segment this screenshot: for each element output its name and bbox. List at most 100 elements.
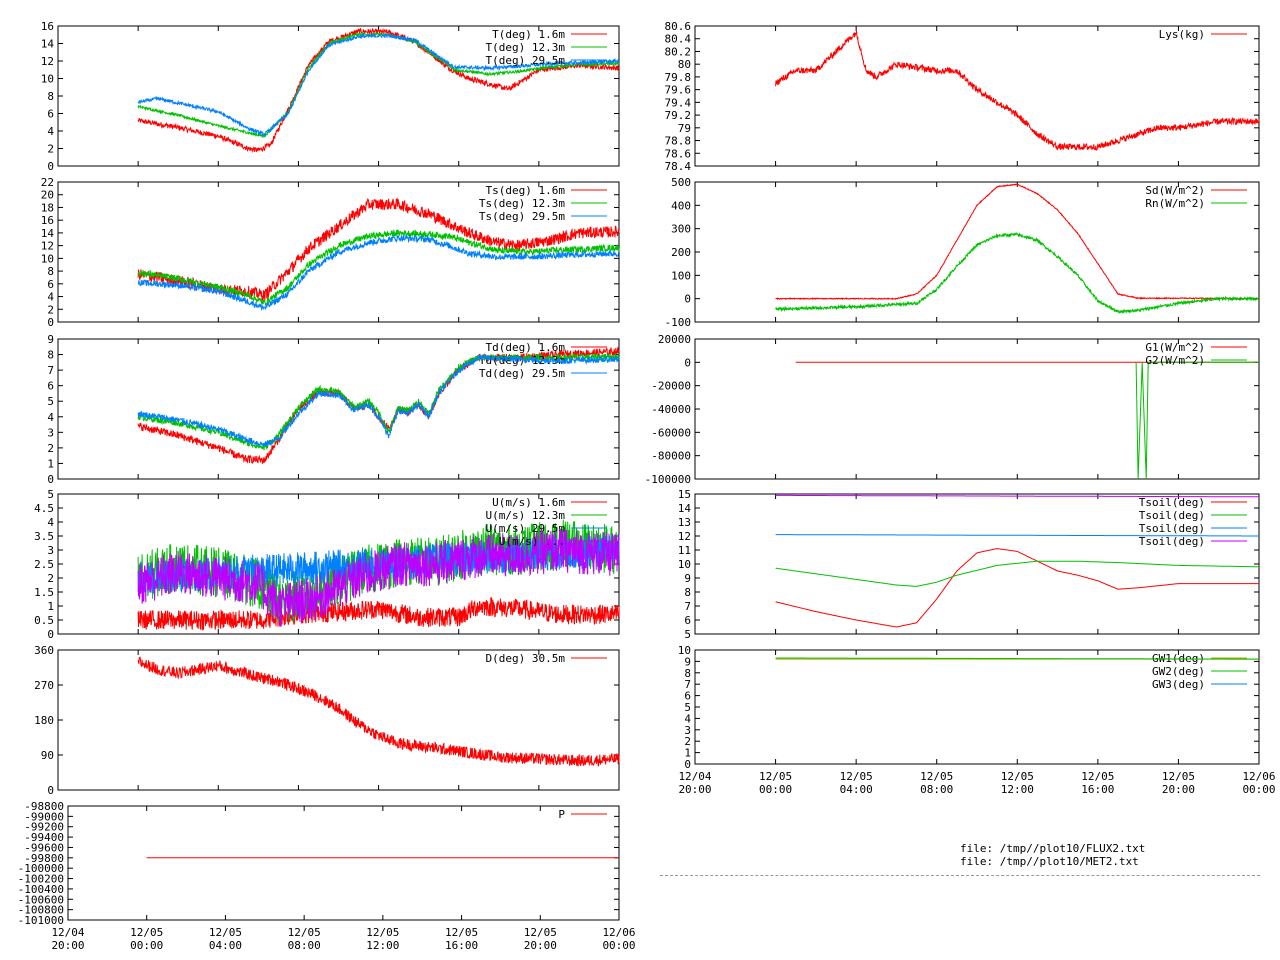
series-line-tsoil-2: [775, 534, 1259, 537]
series-line-td-1: [137, 352, 620, 451]
y-tick-label: 7: [684, 600, 691, 613]
y-tick-label: 360: [34, 644, 54, 657]
legend-label: Rn(W/m^2): [1145, 197, 1205, 210]
legend-label: Ts(deg) 12.3m: [479, 197, 565, 210]
file-line-flux: file: /tmp//plot10/FLUX2.txt: [960, 842, 1146, 855]
x-tick-label: 16:00: [445, 939, 478, 952]
legend-label: Tsoil(deg): [1139, 535, 1205, 548]
y-tick-label: 10: [678, 644, 691, 657]
y-tick-label: -100800: [18, 904, 64, 917]
x-tick-label: 16:00: [1081, 783, 1114, 796]
y-tick-label: 10: [678, 558, 691, 571]
y-tick-label: 3.5: [34, 530, 54, 543]
x-tick-label: 12:00: [1001, 783, 1034, 796]
y-tick-label: 1: [684, 747, 691, 760]
x-tick-label: 12/06: [1242, 770, 1275, 783]
y-tick-label: 16: [41, 20, 54, 33]
y-tick-label: 300: [671, 223, 691, 236]
legend-label: GW3(deg): [1152, 678, 1205, 691]
y-tick-label: -99400: [24, 831, 64, 844]
legend-label: G2(W/m^2): [1145, 354, 1205, 367]
y-tick-label: 2.5: [34, 558, 54, 571]
y-tick-label: 4: [47, 516, 54, 529]
y-tick-label: 10: [41, 73, 54, 86]
series-line-rad-1: [775, 232, 1260, 315]
y-tick-label: 79.8: [665, 71, 692, 84]
x-tick-label: 12:00: [366, 939, 399, 952]
y-tick-label: 180: [34, 714, 54, 727]
legend-label: Lys(kg): [1159, 28, 1205, 41]
y-tick-label: 4.5: [34, 502, 54, 515]
series-line-lys-0: [775, 31, 1260, 151]
x-tick-label: 12/05: [366, 926, 399, 939]
y-tick-label: 12: [41, 240, 54, 253]
x-tick-label: 04:00: [209, 939, 242, 952]
separator-dashed: [660, 875, 1260, 876]
series-line-tsoil-0: [775, 548, 1259, 628]
y-tick-label: 20000: [658, 333, 691, 346]
legend-label: T(deg) 1.6m: [492, 28, 565, 41]
y-tick-label: 0: [47, 628, 54, 641]
y-tick-label: -100: [665, 316, 692, 329]
series-line-u-3: [137, 528, 620, 627]
y-tick-label: 80.6: [665, 20, 692, 33]
series-line-ts-2: [137, 234, 620, 311]
y-tick-label: 2: [47, 572, 54, 585]
y-tick-label: -99600: [24, 841, 64, 854]
x-tick-label: 12/05: [759, 770, 792, 783]
x-tick-label: 12/05: [524, 926, 557, 939]
y-tick-label: 78.8: [665, 135, 692, 148]
y-tick-label: -101000: [18, 914, 64, 927]
y-tick-label: 6: [684, 690, 691, 703]
plot-frame-p: [67, 805, 620, 921]
plot-frame-gw: [694, 649, 1260, 765]
y-tick-label: 3: [47, 544, 54, 557]
y-tick-label: 90: [41, 749, 54, 762]
y-tick-label: 4: [684, 712, 691, 725]
y-tick-label: 18: [41, 201, 54, 214]
y-tick-label: 79.6: [665, 84, 692, 97]
series-line-rad-0: [775, 183, 1260, 301]
x-tick-label: 20:00: [1162, 783, 1195, 796]
y-tick-label: 7: [47, 364, 54, 377]
legend-label: D(deg) 30.5m: [486, 652, 566, 665]
y-tick-label: 4: [47, 291, 54, 304]
x-tick-label: 12/05: [920, 770, 953, 783]
legend-label: G1(W/m^2): [1145, 341, 1205, 354]
y-tick-label: 2: [47, 143, 54, 156]
y-tick-label: -60000: [651, 426, 691, 439]
file-info: file: /tmp//plot10/FLUX2.txt file: /tmp/…: [960, 842, 1145, 868]
x-tick-label: 00:00: [602, 939, 635, 952]
y-tick-label: 3: [47, 426, 54, 439]
legend-label: Tsoil(deg): [1139, 509, 1205, 522]
x-tick-label: 00:00: [130, 939, 163, 952]
y-tick-label: 80.2: [665, 45, 692, 58]
y-tick-label: 5: [684, 628, 691, 641]
y-tick-label: 79.2: [665, 109, 692, 122]
legend-label: P: [558, 808, 565, 821]
y-tick-label: -20000: [651, 380, 691, 393]
y-tick-label: 11: [678, 544, 691, 557]
y-tick-label: -99200: [24, 821, 64, 834]
y-tick-label: 79.4: [665, 96, 692, 109]
series-line-tsoil-1: [775, 560, 1259, 587]
y-tick-label: 14: [678, 502, 692, 515]
y-tick-label: -99800: [24, 852, 64, 865]
y-tick-label: 13: [678, 516, 691, 529]
series-line-t-0: [137, 27, 620, 154]
legend-label: T(deg) 29.5m: [486, 54, 566, 67]
y-tick-label: 4: [47, 411, 54, 424]
y-tick-label: 8: [47, 90, 54, 103]
x-tick-label: 08:00: [288, 939, 321, 952]
x-tick-label: 12/05: [209, 926, 242, 939]
y-tick-label: 8: [684, 667, 691, 680]
y-tick-label: 80.4: [665, 33, 692, 46]
x-tick-label: 12/05: [1162, 770, 1195, 783]
y-tick-label: 0: [684, 356, 691, 369]
x-tick-label: 20:00: [678, 783, 711, 796]
y-tick-label: 6: [684, 614, 691, 627]
y-tick-label: -98800: [24, 800, 64, 813]
x-tick-label: 12/04: [678, 770, 711, 783]
series-line-td-2: [137, 354, 620, 447]
plot-frame-t: [57, 25, 620, 167]
